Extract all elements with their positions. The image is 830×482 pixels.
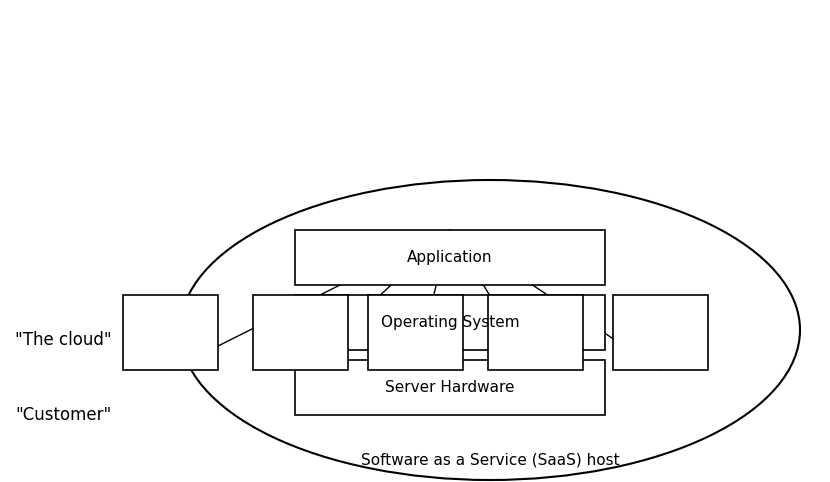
Text: "Customer": "Customer"	[15, 406, 111, 424]
FancyBboxPatch shape	[295, 295, 605, 350]
FancyBboxPatch shape	[368, 295, 462, 370]
Text: "The cloud": "The cloud"	[15, 331, 111, 349]
FancyBboxPatch shape	[295, 360, 605, 415]
Text: Operating System: Operating System	[381, 315, 520, 330]
FancyBboxPatch shape	[487, 295, 583, 370]
FancyBboxPatch shape	[252, 295, 348, 370]
FancyBboxPatch shape	[295, 230, 605, 285]
Text: Server Hardware: Server Hardware	[385, 380, 515, 395]
Text: Application: Application	[408, 250, 493, 265]
FancyBboxPatch shape	[123, 295, 217, 370]
FancyBboxPatch shape	[613, 295, 707, 370]
Text: Software as a Service (SaaS) host: Software as a Service (SaaS) host	[361, 453, 619, 468]
